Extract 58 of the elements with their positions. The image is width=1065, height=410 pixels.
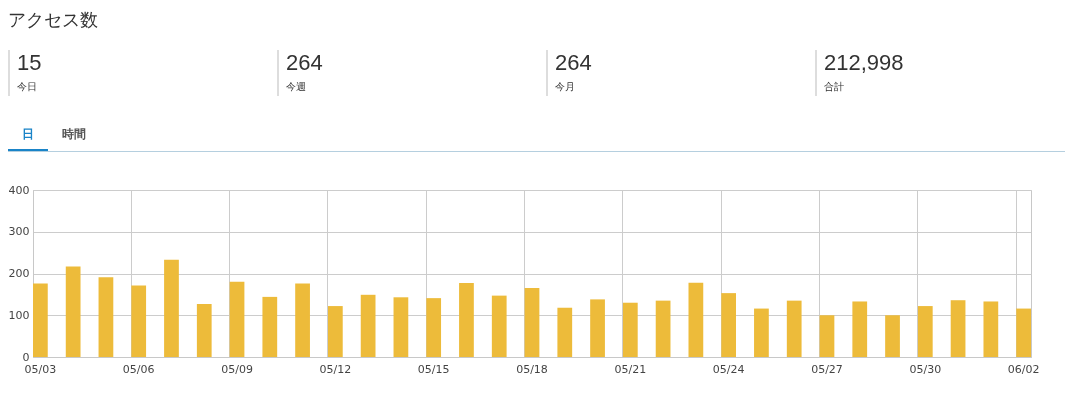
- bar: [557, 307, 573, 357]
- bar: [622, 302, 638, 357]
- text: 時間: [62, 126, 86, 143]
- text: 合計: [824, 80, 845, 94]
- bar: [721, 293, 737, 357]
- bar: [164, 259, 179, 357]
- text: 今週: [286, 80, 307, 94]
- text: 今月: [555, 80, 576, 94]
- text: 264: [555, 50, 592, 76]
- x-tick-label: 05/03: [24, 362, 57, 376]
- bar: [98, 277, 114, 357]
- bar: [885, 315, 900, 357]
- x-tick-label: 05/06: [122, 362, 155, 376]
- x-tick-label: 05/18: [516, 362, 548, 376]
- bar: [590, 299, 605, 357]
- y-tick-label: 400: [8, 183, 30, 197]
- bar: [917, 306, 933, 357]
- bar: [754, 308, 769, 357]
- bar: [262, 296, 278, 357]
- x-tick-label: 05/15: [417, 362, 450, 376]
- text: 15: [17, 50, 42, 76]
- bar: [950, 300, 966, 357]
- bar: [524, 288, 540, 357]
- y-tick-label: 0: [22, 350, 30, 364]
- bar: [327, 306, 343, 357]
- x-tick-label: 06/02: [1007, 362, 1040, 376]
- bar: [983, 301, 999, 357]
- bar: [65, 266, 81, 357]
- text: 212,998: [824, 50, 904, 76]
- bar: [655, 300, 671, 357]
- bar: [852, 301, 868, 357]
- bar: [786, 300, 802, 357]
- bar: [196, 303, 212, 357]
- bar: [426, 298, 442, 357]
- bar: [131, 285, 147, 357]
- bar: [229, 281, 245, 357]
- text: 264: [286, 50, 323, 76]
- bar: [819, 315, 835, 357]
- bar: [1016, 308, 1031, 357]
- bar: [33, 283, 48, 357]
- bar: [491, 295, 507, 357]
- bar: [393, 297, 409, 357]
- y-tick-label: 100: [8, 308, 30, 322]
- bar: [459, 283, 474, 357]
- text: アクセス数: [8, 8, 98, 32]
- y-tick-label: 300: [8, 225, 30, 239]
- y-tick-label: 200: [8, 267, 30, 280]
- x-tick-label: 05/09: [221, 362, 253, 376]
- bar: [360, 294, 376, 357]
- bar: [688, 282, 704, 357]
- text: 日: [22, 126, 34, 143]
- x-tick-label: 05/24: [712, 362, 745, 376]
- bar: [295, 283, 310, 357]
- text: 今日: [17, 80, 38, 94]
- x-tick-label: 05/27: [811, 362, 843, 376]
- x-tick-label: 05/12: [319, 362, 352, 376]
- x-tick-label: 05/30: [909, 362, 942, 376]
- x-tick-label: 05/21: [614, 362, 647, 376]
